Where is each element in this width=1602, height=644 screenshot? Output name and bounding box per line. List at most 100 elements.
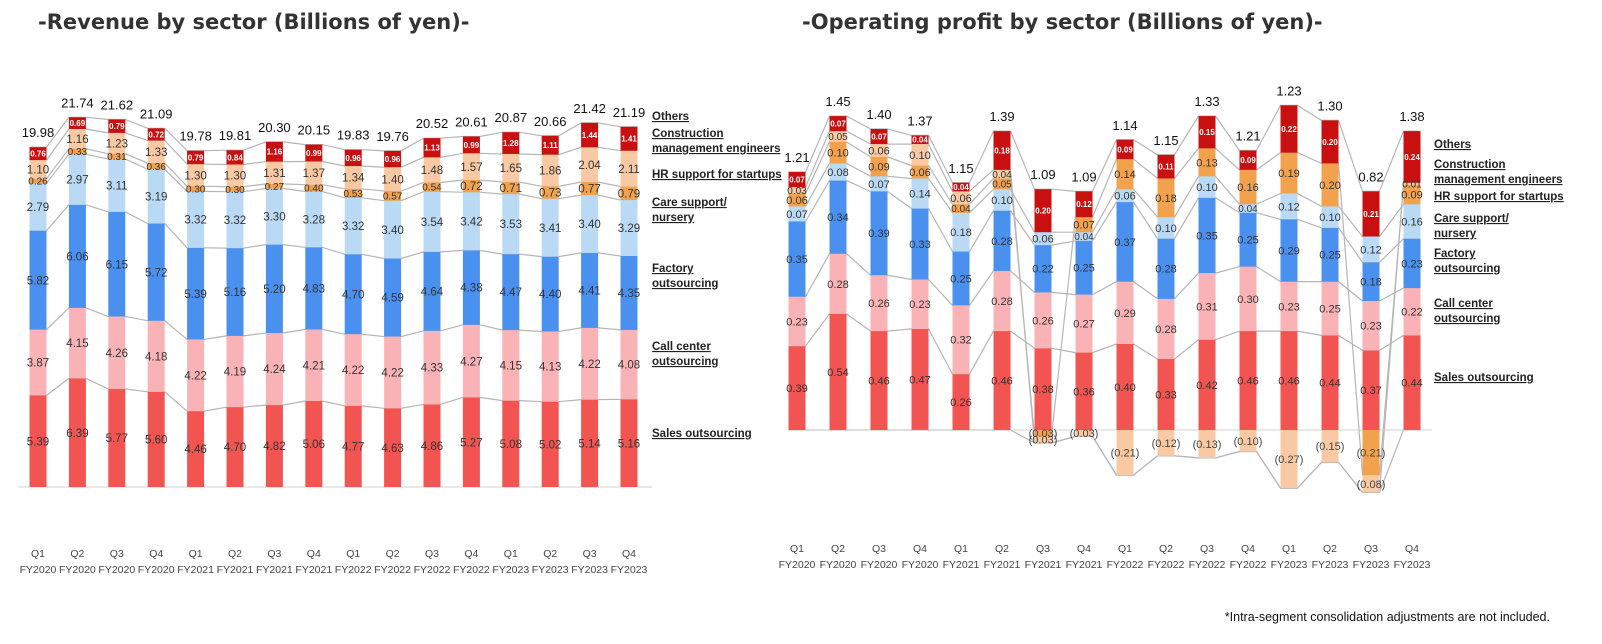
bar-segment bbox=[68, 378, 86, 487]
bar-value-label: 2.97 bbox=[66, 175, 88, 187]
bar-value-label: 0.18 bbox=[1360, 277, 1381, 289]
bar-value-label: 0.35 bbox=[1196, 230, 1217, 242]
bar-value-label: 4.22 bbox=[381, 368, 403, 380]
bar-segment bbox=[29, 329, 47, 396]
bar-value-label: 0.10 bbox=[909, 150, 930, 162]
bar-segment bbox=[147, 169, 165, 224]
bar-segment bbox=[1239, 430, 1257, 452]
total-label: 21.74 bbox=[61, 95, 94, 110]
negative-value-label: (0.21) bbox=[1357, 448, 1386, 460]
x-tick-label: FY2020 bbox=[98, 564, 135, 576]
bar-segment bbox=[462, 397, 480, 487]
bar-segment bbox=[911, 165, 929, 179]
bar-value-label: 0.04 bbox=[1238, 204, 1258, 215]
bar-value-label: 0.06 bbox=[868, 145, 889, 157]
bar-segment bbox=[952, 204, 970, 213]
total-label: 19.98 bbox=[22, 125, 55, 140]
bar-value-label: 0.10 bbox=[827, 148, 848, 160]
bar-segment bbox=[1157, 178, 1175, 218]
bar-segment bbox=[344, 405, 362, 487]
bar-segment bbox=[265, 183, 283, 189]
bar-value-label: 3.32 bbox=[224, 215, 246, 227]
x-tick-label: FY2023 bbox=[571, 564, 608, 576]
bar-segment bbox=[187, 247, 205, 340]
bar-value-label: 0.22 bbox=[1281, 125, 1297, 134]
bar-value-label: 1.30 bbox=[184, 170, 206, 182]
x-tick-label: Q3 bbox=[1200, 543, 1214, 555]
bar-value-label: 0.33 bbox=[1155, 389, 1176, 401]
bar-value-label: 4.38 bbox=[460, 283, 482, 295]
bar-segment bbox=[1157, 154, 1175, 179]
total-label: 1.37 bbox=[907, 113, 932, 128]
bar-segment bbox=[1075, 240, 1093, 295]
bar-segment bbox=[870, 331, 888, 430]
bar-value-label: 0.18 bbox=[950, 227, 971, 239]
bar-value-label: 1.11 bbox=[543, 141, 559, 150]
bar-segment bbox=[68, 117, 86, 129]
bar-value-label: 0.04 bbox=[992, 170, 1012, 181]
bar-segment bbox=[788, 296, 806, 347]
bar-value-label: 1.86 bbox=[539, 166, 561, 178]
bar-segment bbox=[68, 204, 86, 308]
bar-value-label: 0.32 bbox=[950, 335, 971, 347]
bar-segment bbox=[952, 305, 970, 375]
bar-segment bbox=[870, 176, 888, 192]
bar-segment bbox=[1280, 193, 1298, 220]
bar-segment bbox=[265, 188, 283, 245]
bar-segment bbox=[108, 153, 126, 160]
x-tick-label: Q4 bbox=[307, 548, 321, 560]
legend-label: nursery bbox=[652, 212, 695, 224]
bar-segment bbox=[502, 182, 520, 195]
bar-segment bbox=[344, 188, 362, 198]
bar-value-label: 1.57 bbox=[460, 162, 482, 174]
bar-value-label: 1.37 bbox=[303, 168, 325, 180]
bar-segment bbox=[68, 148, 86, 155]
bar-segment bbox=[541, 331, 559, 402]
x-tick-label: Q2 bbox=[995, 543, 1009, 555]
legend-label: Others bbox=[1434, 139, 1471, 151]
bar-value-label: 5.72 bbox=[145, 267, 167, 279]
bar-segment bbox=[108, 132, 126, 154]
bar-segment bbox=[29, 147, 47, 161]
x-tick-label: Q1 bbox=[504, 548, 518, 560]
bar-segment bbox=[541, 198, 559, 257]
x-tick-label: Q3 bbox=[1364, 543, 1378, 555]
series-boundary-line bbox=[788, 162, 1421, 238]
bar-value-label: 6.39 bbox=[66, 428, 88, 440]
bar-value-label: 0.28 bbox=[1155, 264, 1176, 276]
x-tick-label: Q4 bbox=[622, 548, 636, 560]
x-tick-label: Q1 bbox=[954, 543, 968, 555]
bar-segment bbox=[1157, 430, 1175, 456]
bar-value-label: 3.87 bbox=[27, 358, 49, 370]
legend-label: outsourcing bbox=[1434, 313, 1500, 325]
x-tick-label: Q2 bbox=[831, 543, 845, 555]
bar-value-label: 5.39 bbox=[27, 436, 49, 448]
bar-segment bbox=[108, 211, 126, 317]
bar-value-label: 0.08 bbox=[827, 167, 848, 179]
bar-segment bbox=[620, 186, 638, 201]
x-tick-label: FY2022 bbox=[1107, 559, 1144, 571]
bar-value-label: 3.29 bbox=[618, 223, 640, 235]
bar-value-label: 0.01 bbox=[1402, 179, 1422, 190]
x-tick-label: FY2023 bbox=[1353, 559, 1390, 571]
bar-segment bbox=[620, 399, 638, 487]
x-tick-label: Q3 bbox=[110, 548, 124, 560]
total-label: 1.09 bbox=[1071, 169, 1096, 184]
x-tick-label: Q3 bbox=[1036, 543, 1050, 555]
total-label: 20.52 bbox=[416, 116, 449, 131]
bar-value-label: 0.39 bbox=[786, 383, 807, 395]
bar-value-label: 0.96 bbox=[345, 154, 361, 163]
bar-value-label: 0.54 bbox=[827, 367, 848, 379]
bar-segment bbox=[993, 178, 1011, 190]
bar-value-label: 0.57 bbox=[383, 191, 403, 202]
bar-segment bbox=[305, 247, 323, 330]
bar-segment bbox=[265, 332, 283, 406]
bar-value-label: 0.30 bbox=[1237, 294, 1258, 306]
bar-segment bbox=[993, 131, 1011, 170]
x-tick-label: FY2022 bbox=[335, 564, 372, 576]
bar-value-label: 1.31 bbox=[263, 168, 285, 180]
bar-value-label: 4.22 bbox=[342, 365, 364, 377]
bar-segment bbox=[462, 179, 480, 193]
bar-value-label: 4.41 bbox=[578, 286, 600, 298]
bar-segment bbox=[423, 404, 441, 487]
